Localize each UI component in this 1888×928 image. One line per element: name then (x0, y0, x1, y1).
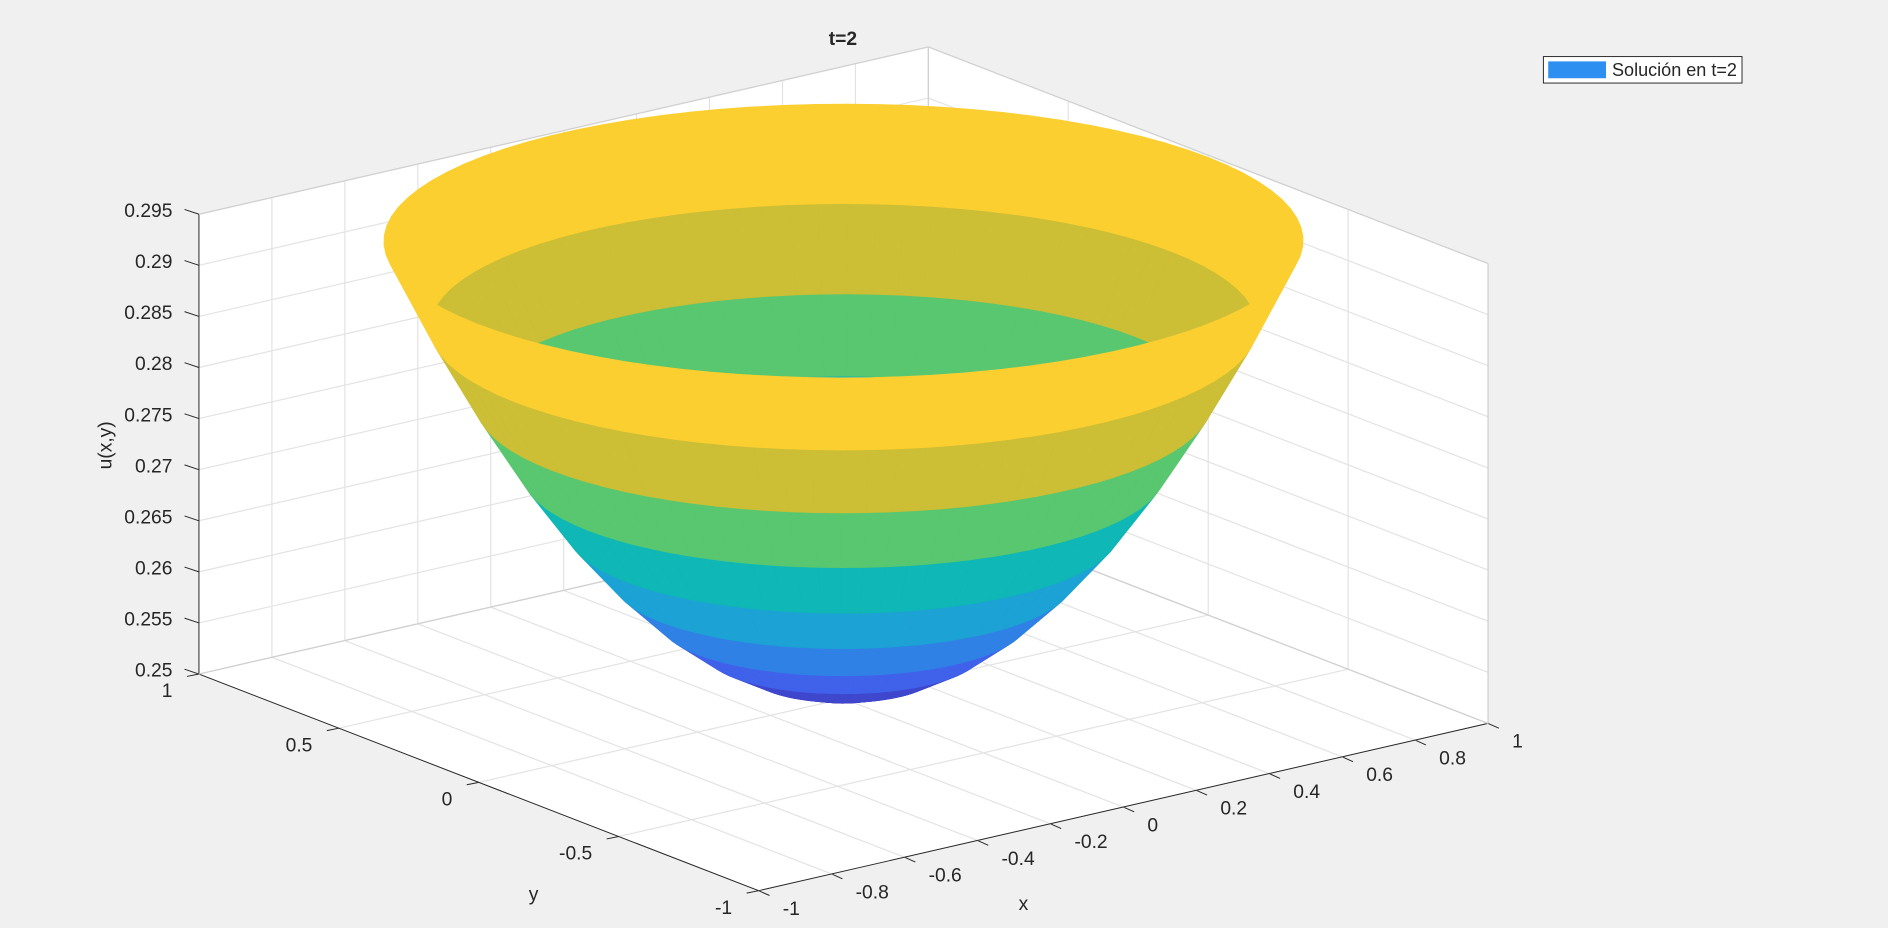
surface-patch (840, 567, 864, 614)
x-tick-label: 0.4 (1293, 782, 1320, 803)
axis-line (198, 673, 759, 892)
x-tick (977, 840, 989, 846)
z-tick (184, 617, 200, 624)
surface-patch (820, 293, 848, 377)
x-axis-label: x (1019, 894, 1029, 915)
legend-label: Solución en t=2 (1612, 60, 1737, 80)
x-tick (831, 873, 843, 880)
x-tick (758, 890, 770, 896)
y-tick (606, 836, 619, 840)
surface-patch (839, 449, 870, 514)
x-tick (1123, 806, 1135, 813)
z-axis-label: u(x,y) (95, 421, 116, 469)
z-tick (184, 208, 200, 215)
surface-patch (815, 103, 848, 205)
surface-patch (846, 203, 877, 295)
surface-patch (817, 203, 848, 295)
surface-patch (841, 648, 858, 677)
x-tick-label: 0 (1147, 815, 1158, 836)
y-tick (186, 673, 200, 677)
surface-patch (839, 512, 867, 569)
surface-patch (810, 449, 841, 514)
surface-patch (817, 567, 842, 614)
z-tick-label: 0.26 (135, 559, 172, 580)
y-tick-label: -0.5 (559, 844, 592, 865)
z-tick-label: 0.28 (135, 354, 172, 375)
z-tick-label: 0.275 (124, 405, 172, 426)
z-tick (184, 668, 200, 675)
x-tick-label: -0.2 (1074, 832, 1107, 853)
surface-patch (814, 512, 842, 569)
z-tick-label: 0.27 (135, 456, 172, 477)
surface-patch (821, 612, 842, 649)
x-tick-label: -1 (783, 899, 800, 920)
x-tick-label: -0.6 (929, 866, 962, 887)
x-tick (904, 856, 916, 863)
y-tick-label: 1 (162, 681, 173, 702)
x-tick-label: 1 (1512, 732, 1523, 753)
z-tick-label: 0.285 (124, 303, 172, 324)
surface-patch (840, 612, 861, 649)
z-tick-label: 0.295 (124, 201, 172, 222)
z-tick (184, 464, 200, 471)
x-tick (1196, 789, 1208, 796)
z-tick (184, 515, 200, 522)
z-tick (184, 566, 200, 573)
x-tick (1269, 773, 1281, 779)
y-tick-label: -1 (715, 898, 732, 919)
x-tick-label: 0.8 (1439, 748, 1466, 769)
box-edge (928, 46, 1489, 265)
x-tick (1050, 823, 1062, 830)
surface-patch (845, 293, 873, 377)
y-axis-label: y (529, 885, 539, 906)
y-tick-label: 0.5 (286, 735, 313, 756)
x-tick-label: -0.4 (1002, 849, 1035, 870)
x-tick-label: 0.2 (1220, 799, 1247, 820)
legend: Solución en t=2 (1542, 56, 1743, 84)
y-tick (326, 727, 339, 732)
y-tick (466, 781, 479, 786)
surface-patch (846, 103, 880, 205)
box-edge (198, 46, 929, 215)
x-tick-label: -0.8 (856, 882, 889, 903)
legend-swatch (1548, 61, 1606, 79)
x-tick (1414, 739, 1427, 746)
x-tick-label: 0.6 (1366, 765, 1393, 786)
chart-title: t=2 (829, 29, 857, 50)
z-tick (184, 362, 200, 368)
z-tick-label: 0.255 (124, 610, 172, 631)
x-tick (1341, 756, 1354, 763)
surface (383, 103, 1304, 704)
z-tick-label: 0.29 (135, 252, 172, 273)
z-tick (184, 413, 200, 420)
surface-patch (868, 376, 904, 451)
x-tick (1487, 722, 1500, 729)
z-tick (184, 311, 200, 317)
grid-line (618, 668, 1349, 838)
z-tick (184, 260, 200, 266)
y-tick-label: 0 (442, 789, 453, 810)
z-tick-label: 0.25 (135, 661, 172, 682)
y-tick (746, 890, 759, 894)
axis-line (758, 722, 1489, 892)
surface-patch (839, 377, 872, 451)
z-tick-label: 0.265 (124, 507, 172, 528)
surface-patch (807, 377, 841, 451)
